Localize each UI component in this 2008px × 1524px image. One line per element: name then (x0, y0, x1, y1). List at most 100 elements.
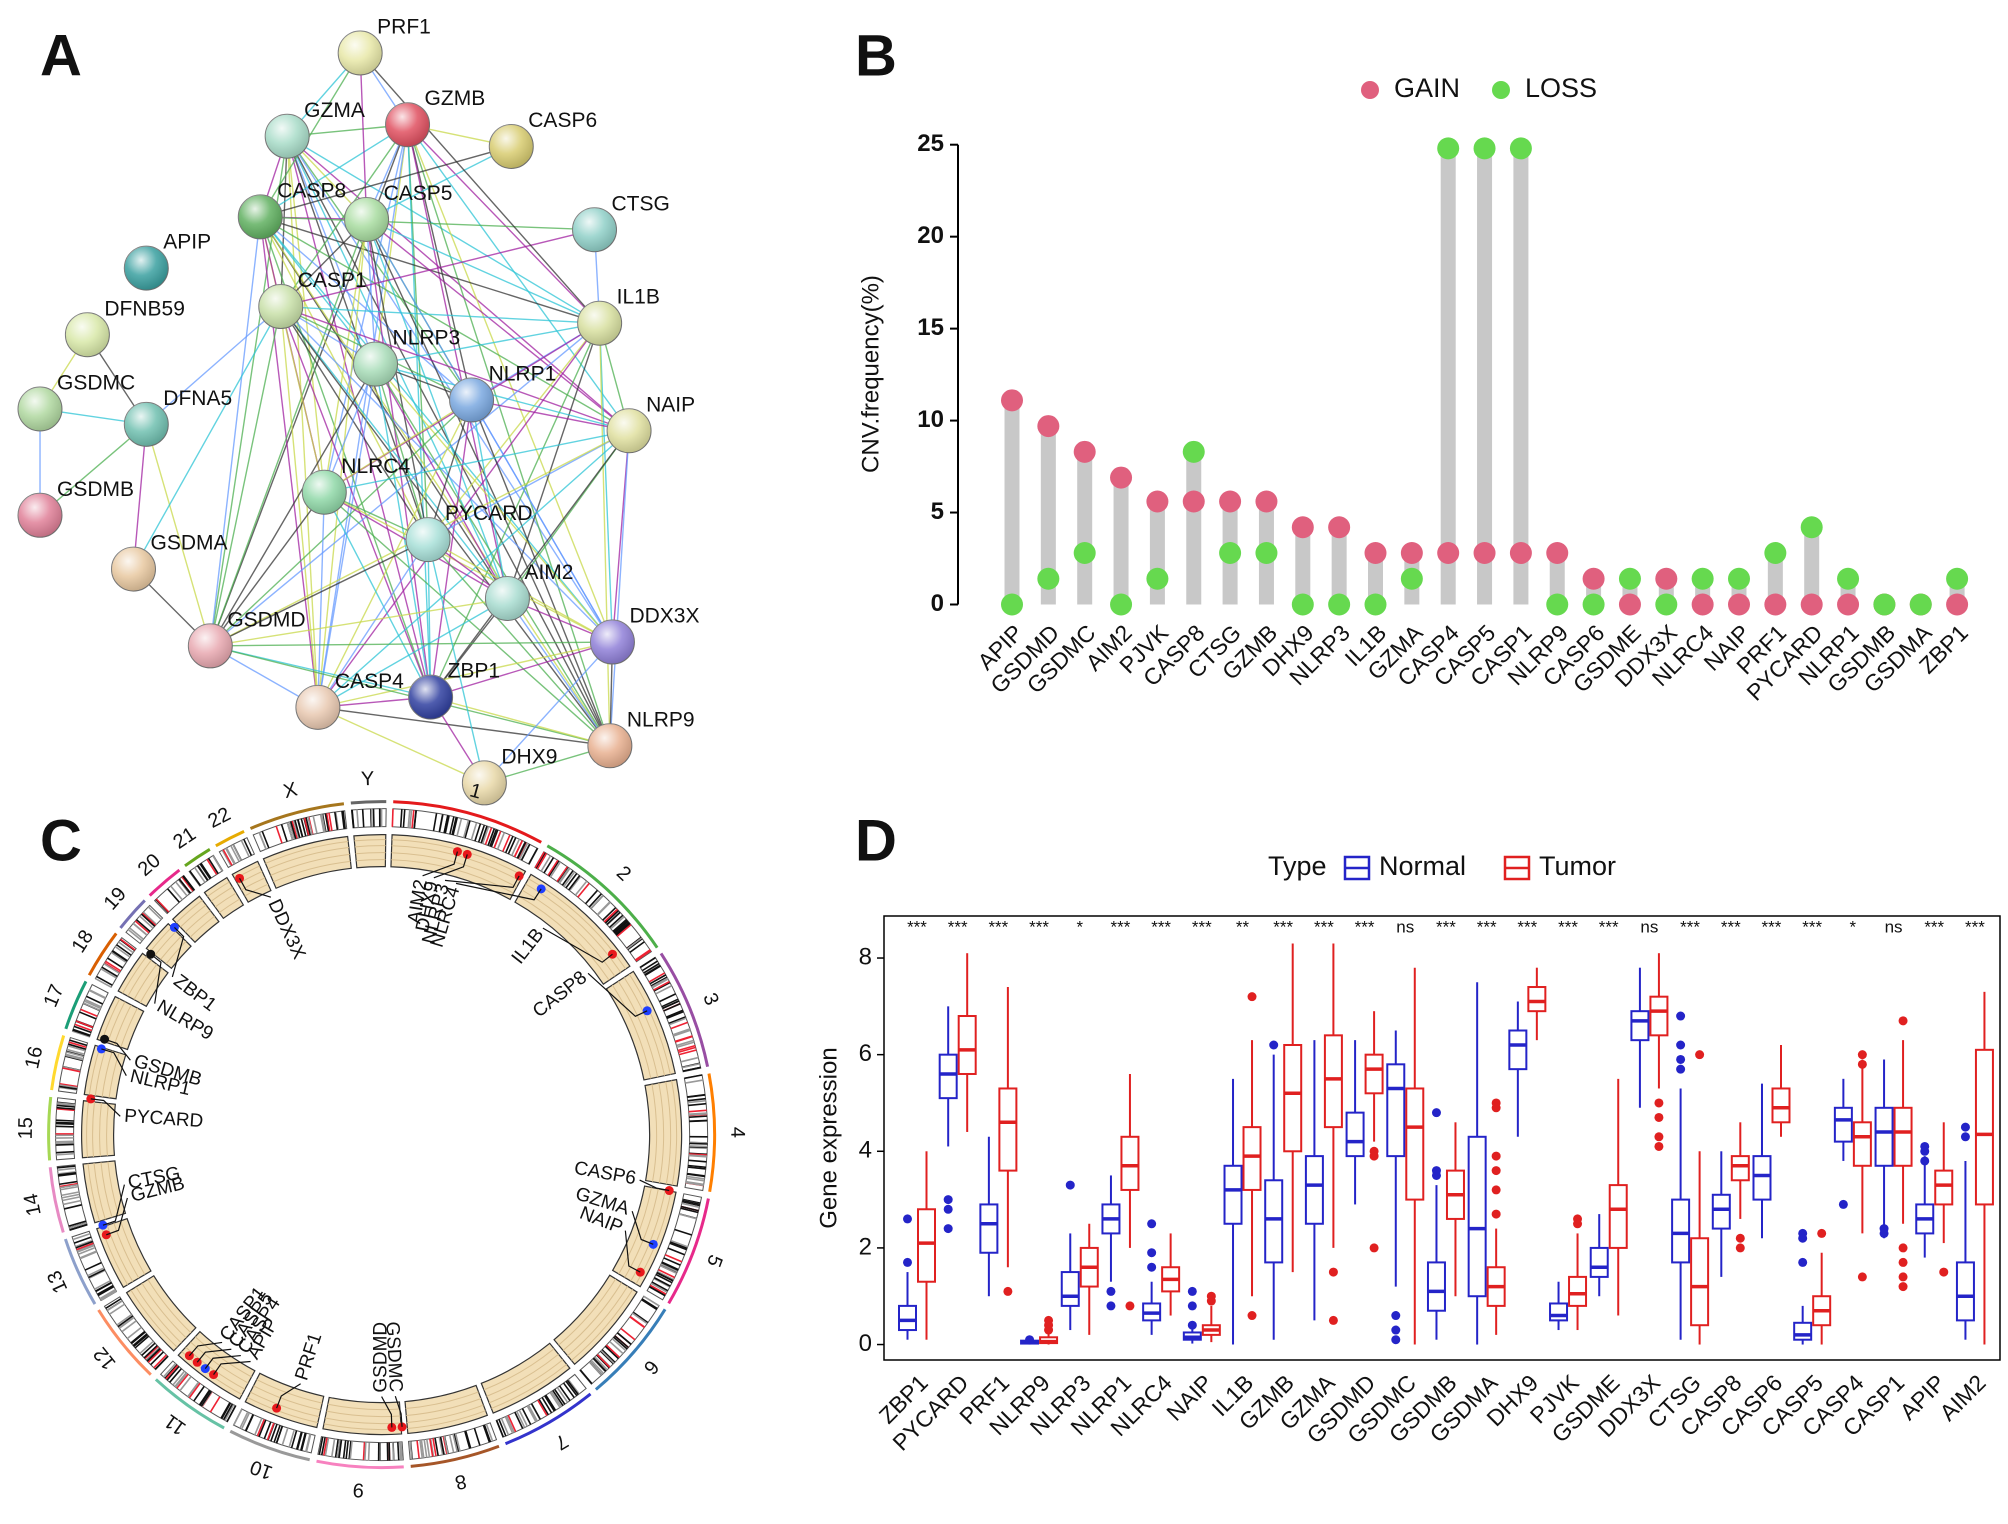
band (568, 875, 581, 891)
edge (609, 430, 630, 746)
band (507, 837, 517, 855)
chromosome-arc (546, 844, 659, 949)
track-line (185, 1346, 246, 1390)
band (658, 1268, 675, 1279)
x-tick-label: NAIP (1161, 1369, 1217, 1425)
band (181, 876, 194, 892)
dot (1728, 567, 1750, 590)
band (653, 981, 671, 992)
chromosome-label: 6 (639, 1356, 663, 1379)
box (1405, 1087, 1425, 1201)
band (653, 1277, 671, 1288)
track-line (407, 1410, 486, 1429)
band (556, 1387, 569, 1403)
band (391, 808, 394, 827)
track-line (327, 1403, 400, 1411)
outlier (1857, 1050, 1867, 1060)
chromosome-arc (594, 1308, 667, 1391)
x-tick-label: AIM2 (1934, 1369, 1990, 1425)
track-line (391, 859, 514, 894)
edge (323, 219, 368, 493)
band (609, 1340, 624, 1355)
band (632, 1311, 649, 1324)
band (291, 820, 298, 839)
band (663, 1257, 681, 1266)
band (657, 1270, 674, 1281)
node-label: GZMA (304, 99, 365, 122)
edge (374, 364, 432, 698)
band (258, 832, 267, 850)
edge (324, 430, 630, 493)
band (498, 1419, 507, 1437)
band (258, 1419, 267, 1437)
band (62, 1067, 81, 1073)
dot (1764, 542, 1787, 565)
band (303, 817, 310, 836)
band (656, 1271, 674, 1282)
band (613, 919, 628, 933)
chromosome-arc (659, 952, 710, 1068)
band (338, 1439, 343, 1458)
leader (587, 972, 648, 1017)
dot (1837, 593, 1860, 616)
band (549, 861, 561, 878)
band (75, 1020, 94, 1029)
edge (280, 306, 432, 698)
band (100, 1290, 117, 1302)
band (614, 921, 630, 935)
band (132, 922, 148, 936)
dot (1182, 440, 1205, 463)
band (100, 968, 117, 979)
band (565, 1380, 578, 1397)
band (613, 920, 629, 934)
track-line (391, 852, 518, 888)
band (420, 1439, 425, 1458)
edge (359, 52, 601, 324)
band (289, 821, 297, 840)
outlier (1125, 1301, 1135, 1311)
band (655, 1273, 673, 1284)
band (290, 1430, 298, 1449)
band (601, 1349, 616, 1363)
node-shine (590, 620, 635, 665)
chromosome-arc (393, 800, 542, 844)
band (558, 867, 570, 884)
dot (1073, 440, 1096, 463)
band (688, 1153, 708, 1156)
dot (1219, 542, 1242, 565)
band (451, 817, 457, 835)
band (118, 1316, 135, 1329)
node-label: NLRP3 (393, 327, 461, 350)
band (452, 817, 459, 836)
band (670, 1239, 688, 1248)
band (212, 855, 223, 872)
significance: *** (1965, 917, 1985, 936)
leader (196, 1348, 232, 1363)
edge (375, 322, 600, 365)
band (200, 1390, 212, 1407)
edge (286, 136, 432, 698)
chromosome-label: 15 (15, 1117, 37, 1140)
band (109, 1303, 125, 1315)
dot (1400, 542, 1423, 565)
stem (1440, 148, 1456, 605)
band (84, 1261, 102, 1271)
band (506, 1415, 515, 1433)
leader (433, 854, 468, 879)
band (635, 950, 652, 962)
box (1671, 1198, 1691, 1264)
band (88, 1268, 106, 1279)
edge (132, 306, 282, 570)
box (1568, 1275, 1588, 1307)
band (175, 881, 188, 897)
edge (323, 491, 432, 698)
band (496, 832, 506, 850)
band (639, 957, 656, 969)
chromosome-label: 20 (134, 850, 165, 881)
node-label: GZMB (425, 87, 486, 110)
node-shine (485, 576, 530, 621)
track-line (486, 1353, 559, 1397)
band (174, 1372, 188, 1388)
band (507, 1415, 517, 1433)
edge (366, 218, 600, 324)
